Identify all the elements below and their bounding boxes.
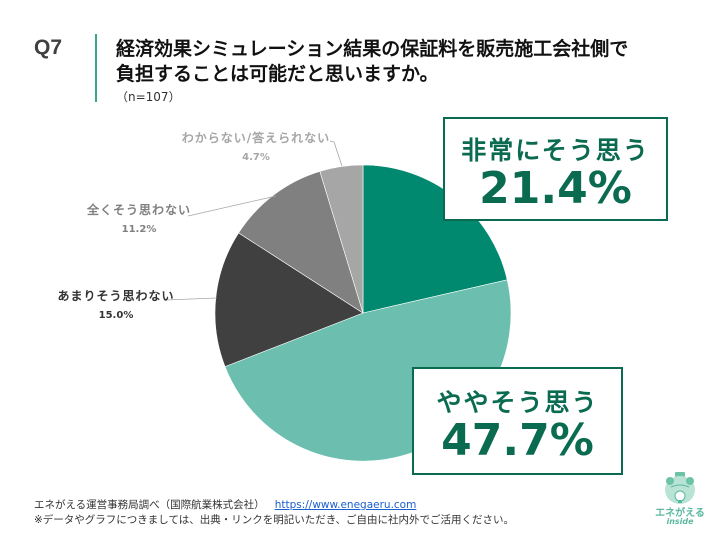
- callout-somewhat-agree-value: 47.7%: [441, 415, 594, 466]
- label-not-really: あまりそう思わない 15.0%: [54, 287, 178, 321]
- slice-not-at-all: [238, 171, 364, 314]
- footer-link[interactable]: https://www.enegaeru.com: [274, 499, 417, 511]
- footer-source: エネがえる運営事務局調べ（国際航業株式会社）: [34, 499, 265, 511]
- question-number: Q7: [34, 36, 63, 59]
- label-not-at-all: 全くそう思わない 11.2%: [84, 201, 194, 235]
- callout-very-agree: 非常にそう思う 21.4%: [443, 117, 668, 221]
- callout-somewhat-agree: ややそう思う 47.7%: [412, 367, 623, 475]
- page-title: 経済効果シミュレーション結果の保証料を販売施工会社側で 負担することは可能だと思…: [116, 37, 628, 87]
- leader-line-not-at-all: [187, 195, 277, 217]
- callout-somewhat-agree-label: ややそう思う: [436, 388, 599, 417]
- callout-very-agree-value: 21.4%: [479, 163, 632, 214]
- logo-text: エネがえる: [655, 508, 705, 519]
- callout-very-agree-label: 非常にそう思う: [461, 136, 650, 165]
- label-unknown: わからない/答えられない 4.7%: [176, 129, 336, 163]
- label-not-at-all-name: 全くそう思わない: [86, 203, 191, 217]
- footer-note: ※データやグラフにつきましては、出典・リンクを明記いただき、ご自由に社内外でご活…: [34, 514, 515, 526]
- header-divider: [95, 34, 97, 102]
- footer: エネがえる運営事務局調べ（国際航業株式会社） https://www.enegae…: [34, 498, 514, 528]
- slice-unknown: [319, 164, 364, 314]
- title-line-2: 負担することは可能だと思いますか。: [116, 63, 439, 85]
- sample-size: （n=107）: [116, 90, 181, 104]
- label-not-really-value: 15.0%: [98, 310, 134, 321]
- footer-source-line: エネがえる運営事務局調べ（国際航業株式会社） https://www.enegae…: [34, 498, 514, 513]
- label-unknown-name: わからない/答えられない: [181, 131, 331, 145]
- label-unknown-value: 4.7%: [242, 152, 270, 163]
- label-not-really-name: あまりそう思わない: [57, 289, 175, 303]
- label-not-at-all-value: 11.2%: [121, 224, 157, 235]
- title-line-1: 経済効果シミュレーション結果の保証料を販売施工会社側で: [116, 38, 629, 60]
- leader-line-unknown: [329, 140, 343, 167]
- logo-subtext: inside: [666, 517, 694, 526]
- leader-line-not-really: [164, 297, 218, 301]
- frog-lightbulb-icon: [665, 472, 695, 504]
- enegaeru-logo: エネがえる inside: [655, 472, 705, 532]
